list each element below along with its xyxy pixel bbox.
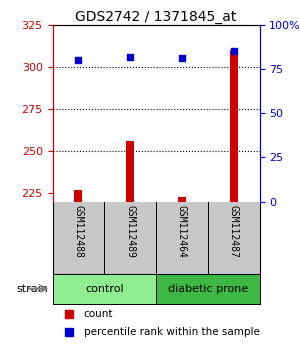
Title: GDS2742 / 1371845_at: GDS2742 / 1371845_at [75,10,237,24]
Text: count: count [84,309,113,319]
Text: percentile rank within the sample: percentile rank within the sample [84,327,260,337]
Text: control: control [85,284,124,294]
Text: GSM112487: GSM112487 [229,205,238,258]
Point [231,48,236,54]
Bar [74,190,82,202]
Bar [156,274,260,304]
Bar [178,196,186,202]
Bar [126,141,134,202]
Bar [230,50,238,202]
Point [179,56,184,61]
Text: GSM112464: GSM112464 [177,205,187,258]
Bar [52,274,156,304]
Point [128,54,133,59]
Point [76,57,81,63]
Text: GSM112488: GSM112488 [74,205,83,258]
Text: strain: strain [16,284,48,294]
Text: GSM112489: GSM112489 [125,205,135,258]
Text: diabetic prone: diabetic prone [168,284,248,294]
